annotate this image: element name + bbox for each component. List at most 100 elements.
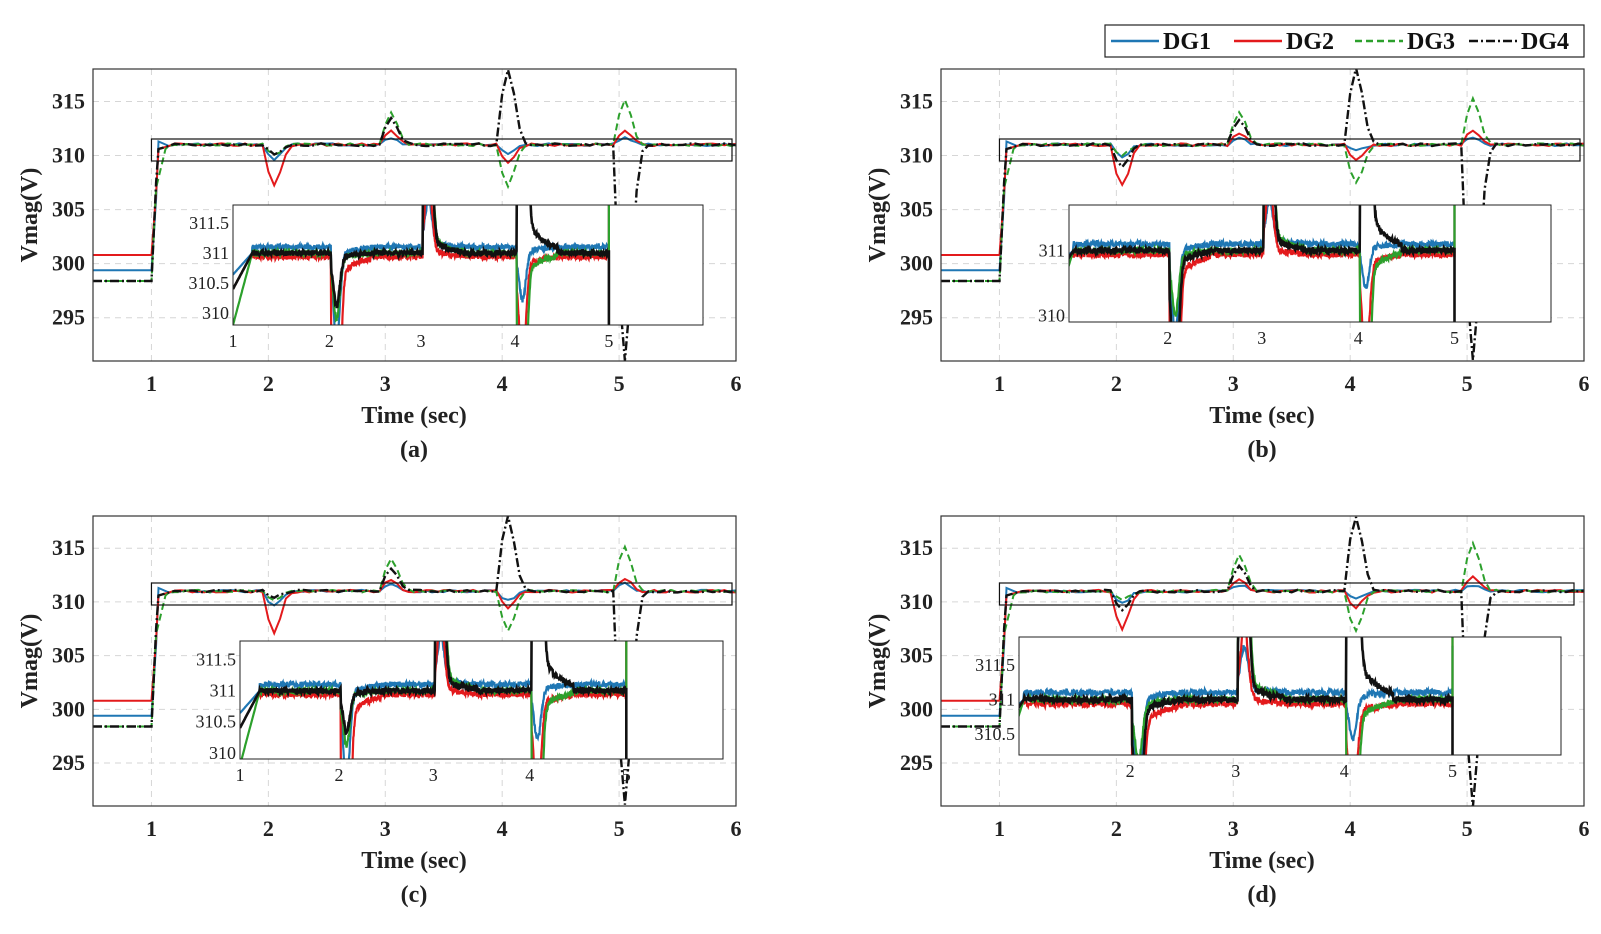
inset-x-tick-label: 5 <box>1448 761 1457 781</box>
x-tick-label: 3 <box>380 816 391 841</box>
panel-caption: (a) <box>400 437 428 463</box>
x-tick-label: 5 <box>1462 816 1473 841</box>
x-tick-label: 6 <box>1579 371 1590 396</box>
y-tick-label: 300 <box>52 696 85 721</box>
inset-series-dg4 <box>240 641 628 759</box>
plot-frame <box>940 515 1585 807</box>
x-tick-label: 4 <box>1345 816 1356 841</box>
y-tick-label: 305 <box>52 643 85 668</box>
inset-x-tick-label: 5 <box>1450 328 1459 348</box>
panel-caption: (d) <box>1247 882 1276 908</box>
x-tick-label: 2 <box>1111 816 1122 841</box>
inset-x-tick-label: 1 <box>229 331 238 351</box>
series-line-dg4 <box>941 516 1584 806</box>
y-axis-label: Vmag(V) <box>17 614 43 709</box>
x-tick-label: 3 <box>1228 816 1239 841</box>
inset-y-tick-label: 310 <box>1038 306 1065 326</box>
legend: DG1 DG2 DG3 DG4 <box>1104 24 1585 58</box>
inset-x-tick-label: 5 <box>604 331 613 351</box>
x-tick-label: 1 <box>994 371 1005 396</box>
x-tick-label: 6 <box>1579 816 1590 841</box>
inset-zoom-4: 2 3 4 5 310.5 311 311.5 <box>975 636 1562 781</box>
inset-x-tick-label: 3 <box>1257 328 1266 348</box>
inset-y-tick-label: 311.5 <box>196 650 236 670</box>
y-tick-label: 315 <box>52 88 85 113</box>
legend-label-dg4: DG4 <box>1521 29 1569 55</box>
inset-x-tick-label: 3 <box>417 331 426 351</box>
inset-y-tick-label: 310.5 <box>975 724 1016 744</box>
inset-x-tick-label: 4 <box>1340 761 1349 781</box>
inset-x-tick-label: 2 <box>1163 328 1172 348</box>
series-line-dg3 <box>93 97 736 282</box>
plot-frame <box>92 68 737 362</box>
x-tick-label: 2 <box>263 816 274 841</box>
inset-zoom-3: 1 2 3 4 5 310 310.5 311 311.5 <box>196 640 724 785</box>
plot-frame <box>940 68 1585 362</box>
x-tick-label: 5 <box>1462 371 1473 396</box>
inset-y-tick-label: 311 <box>203 243 229 263</box>
x-tick-label: 4 <box>1345 371 1356 396</box>
series-line-dg2 <box>941 129 1584 256</box>
inset-y-tick-label: 310.5 <box>189 273 230 293</box>
zoom-region-box <box>998 582 1575 606</box>
chart-panel-2: 1 2 3 4 5 6 295 300 305 310 315 Time (sec) Vmag(V) (b… <box>865 68 1590 463</box>
y-tick-label: 305 <box>52 197 85 222</box>
y-tick-label: 295 <box>900 750 933 775</box>
inset-x-tick-label: 2 <box>335 765 344 785</box>
x-axis-label: Time (sec) <box>361 403 467 429</box>
inset-frame <box>1068 204 1552 323</box>
x-tick-label: 1 <box>994 816 1005 841</box>
y-tick-label: 295 <box>52 750 85 775</box>
inset-y-tick-label: 311 <box>210 681 236 701</box>
inset-x-tick-label: 4 <box>511 331 520 351</box>
panel-caption: (c) <box>401 882 428 908</box>
x-axis-label: Time (sec) <box>1209 403 1315 429</box>
series-line-dg4 <box>93 69 736 361</box>
y-tick-label: 310 <box>900 143 933 168</box>
inset-zoom-1: 1 2 3 4 5 310 310.5 311 311.5 <box>189 204 704 351</box>
inset-y-tick-label: 311 <box>1039 241 1065 261</box>
series-line-dg4 <box>941 69 1584 361</box>
plot-frame <box>92 515 737 807</box>
inset-series-dg4 <box>1019 637 1454 755</box>
inset-x-tick-label: 1 <box>236 765 245 785</box>
x-axis-label: Time (sec) <box>1209 848 1315 874</box>
inset-y-tick-label: 311 <box>989 689 1015 709</box>
y-tick-label: 295 <box>52 305 85 330</box>
inset-x-tick-label: 4 <box>1354 328 1363 348</box>
inset-series-dg4 <box>1069 205 1456 322</box>
x-tick-label: 4 <box>497 816 508 841</box>
inset-y-tick-label: 311.5 <box>189 213 229 233</box>
x-tick-label: 6 <box>731 816 742 841</box>
y-tick-label: 305 <box>900 197 933 222</box>
x-tick-label: 4 <box>497 371 508 396</box>
y-tick-label: 300 <box>52 251 85 276</box>
x-tick-label: 2 <box>263 371 274 396</box>
x-tick-label: 2 <box>1111 371 1122 396</box>
zoom-region-box <box>998 138 1581 162</box>
inset-y-tick-label: 310 <box>209 743 236 763</box>
x-tick-label: 5 <box>614 816 625 841</box>
x-tick-label: 1 <box>146 371 157 396</box>
y-tick-label: 315 <box>52 535 85 560</box>
panel-caption: (b) <box>1247 437 1276 463</box>
x-tick-label: 5 <box>614 371 625 396</box>
y-tick-label: 315 <box>900 535 933 560</box>
legend-label-dg3: DG3 <box>1407 29 1455 55</box>
inset-y-tick-label: 311.5 <box>975 655 1015 675</box>
inset-frame <box>1018 636 1562 756</box>
inset-x-tick-label: 2 <box>1126 761 1135 781</box>
y-tick-label: 300 <box>900 696 933 721</box>
inset-x-tick-label: 5 <box>622 765 631 785</box>
x-tick-label: 6 <box>731 371 742 396</box>
y-tick-label: 315 <box>900 88 933 113</box>
inset-background <box>240 641 723 759</box>
inset-y-tick-label: 310 <box>202 303 229 323</box>
legend-label-dg1: DG1 <box>1163 29 1211 55</box>
series-line-dg3 <box>93 544 736 728</box>
y-tick-label: 295 <box>900 305 933 330</box>
inset-x-tick-label: 3 <box>1231 761 1240 781</box>
y-tick-label: 310 <box>52 589 85 614</box>
